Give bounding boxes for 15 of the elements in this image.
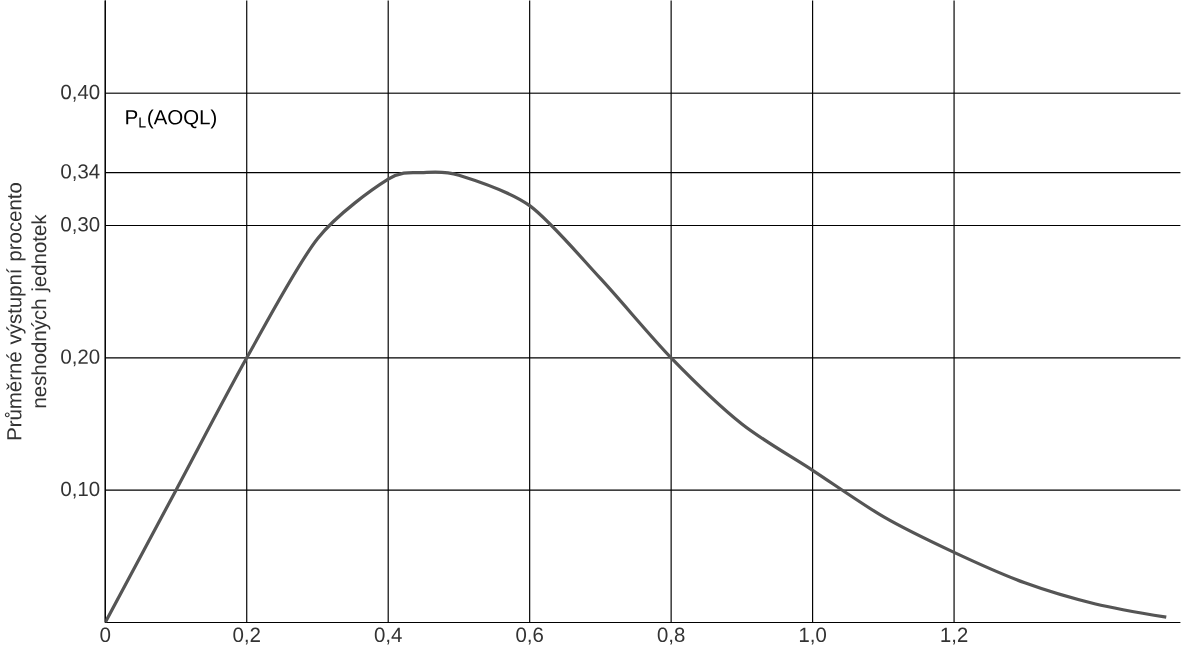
x-tick-label: 0,4 — [374, 627, 402, 645]
y-tick-label: 0,10 — [61, 481, 100, 499]
y-axis-title: Průměrné výstupní procento neshodných jednotek — [4, 182, 51, 440]
line-series — [105, 170, 1168, 623]
x-tick-label: 0,2 — [233, 627, 260, 645]
y-tick-label: 0,40 — [61, 84, 100, 102]
annotation: P$_{L}$(AOQL) — [126, 109, 216, 129]
x-tick-label: 0,8 — [657, 627, 685, 645]
y-tick-label: 0,30 — [61, 216, 100, 234]
x-tick-label: 1,2 — [941, 627, 968, 645]
x-tick-label: 0,6 — [516, 627, 543, 645]
x-tick-label: 0 — [100, 627, 111, 642]
y-tick-label: 0,20 — [61, 349, 100, 367]
y-tick-label: 0,34 — [61, 163, 100, 181]
x-tick-label: 1,0 — [799, 627, 827, 645]
